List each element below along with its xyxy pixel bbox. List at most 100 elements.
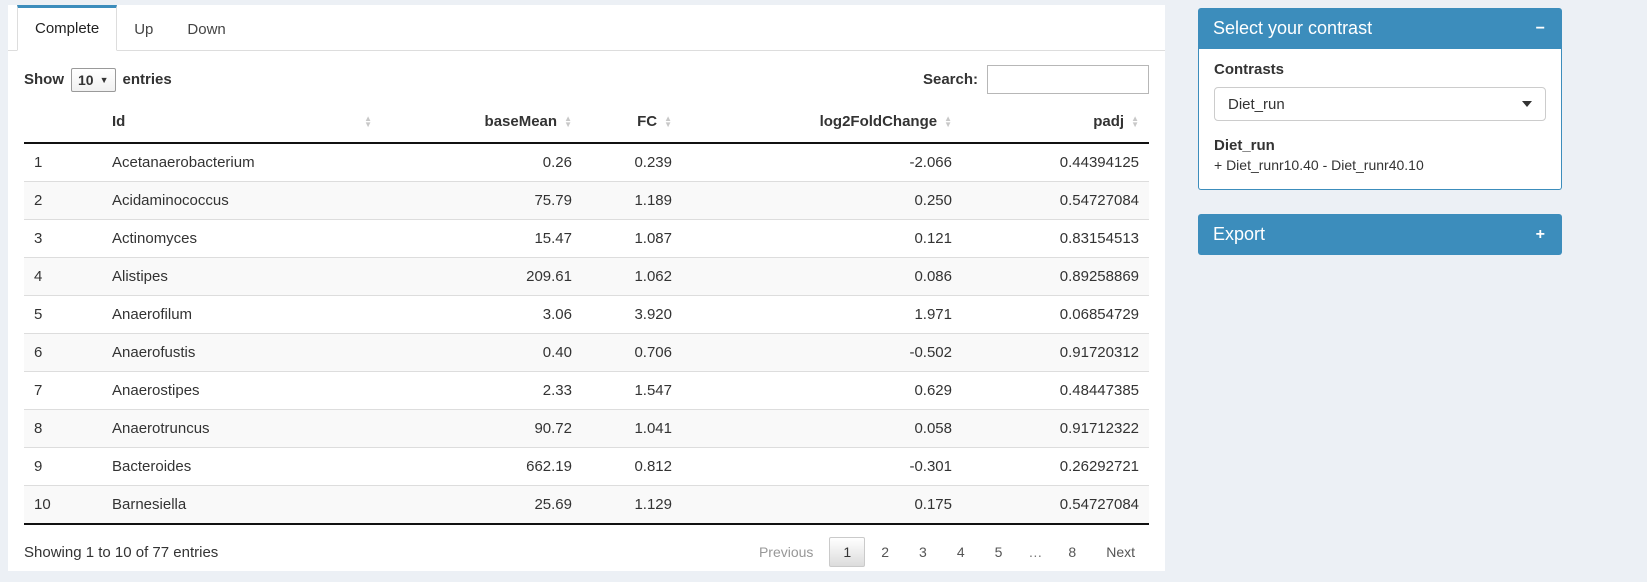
- previous-page-button[interactable]: Previous: [758, 544, 814, 560]
- basemean-cell: 25.69: [534, 496, 572, 513]
- basemean-cell: 0.26: [542, 154, 572, 171]
- tab-complete[interactable]: Complete: [17, 5, 118, 51]
- tab-bar: Complete Up Down: [8, 5, 1165, 51]
- length-label-after: entries: [122, 71, 172, 88]
- contrasts-label: Contrasts: [1214, 61, 1285, 78]
- sort-icon[interactable]: ▲ ▼: [564, 113, 572, 129]
- entries-length-value: 10: [78, 71, 94, 88]
- log2foldchange-cell: 0.175: [914, 496, 952, 513]
- column-header-label: FC: [637, 113, 658, 130]
- basemean-cell: 75.79: [534, 192, 572, 209]
- padj-cell: 0.44394125: [1059, 154, 1139, 171]
- id-cell: Acetanaerobacterium: [112, 154, 255, 171]
- log2foldchange-cell: 0.086: [914, 268, 952, 285]
- fc-cell: 1.087: [634, 230, 672, 247]
- row-index-cell: 3: [34, 230, 43, 247]
- fc-cell: 1.547: [634, 382, 672, 399]
- id-cell: Anaerotruncus: [112, 420, 210, 437]
- column-header-log2foldchange[interactable]: log2FoldChange ▲ ▼: [682, 107, 962, 144]
- fc-cell: 0.239: [634, 154, 672, 171]
- row-index-cell: 5: [34, 306, 43, 323]
- page-number-button[interactable]: 5: [994, 544, 1003, 560]
- log2foldchange-cell: 0.629: [914, 382, 952, 399]
- select-contrast-box-header[interactable]: Select your contrast −: [1198, 8, 1562, 49]
- column-header-padj[interactable]: padj ▲ ▼: [962, 107, 1149, 144]
- fc-cell: 1.062: [634, 268, 672, 285]
- contrast-formula: + Diet_runr10.40 - Diet_runr40.10: [1214, 157, 1424, 173]
- page-number-button[interactable]: 4: [956, 544, 965, 560]
- padj-cell: 0.54727084: [1059, 192, 1139, 209]
- expand-plus-icon[interactable]: +: [1535, 225, 1545, 243]
- basemean-cell: 3.06: [542, 306, 572, 323]
- sort-icon[interactable]: ▲ ▼: [364, 113, 372, 129]
- table-row[interactable]: 3 Actinomyces 15.47 1.087 0.121 0.831545…: [24, 220, 1149, 258]
- id-cell: Alistipes: [112, 268, 168, 285]
- table-row[interactable]: 9 Bacteroides 662.19 0.812 -0.301 0.2629…: [24, 448, 1149, 486]
- row-index-cell: 10: [34, 496, 51, 513]
- tab-up[interactable]: Up: [134, 21, 154, 38]
- page-number-button[interactable]: 1: [829, 537, 866, 567]
- sort-icon[interactable]: ▲ ▼: [1131, 113, 1139, 129]
- entries-length-select[interactable]: 10 ▼: [71, 67, 116, 92]
- datatable-controls: Show 10 ▼ entries Search:: [24, 65, 1149, 94]
- table-row[interactable]: 2 Acidaminococcus 75.79 1.189 0.250 0.54…: [24, 181, 1149, 220]
- log2foldchange-cell: 0.121: [914, 230, 952, 247]
- basemean-cell: 2.33: [542, 382, 572, 399]
- table-row[interactable]: 8 Anaerotruncus 90.72 1.041 0.058 0.9171…: [24, 409, 1149, 448]
- column-header-fc[interactable]: FC ▲ ▼: [582, 107, 682, 144]
- sort-icon[interactable]: ▲ ▼: [944, 113, 952, 129]
- table-row[interactable]: 10 Barnesiella 25.69 1.129 0.175 0.54727…: [24, 485, 1149, 524]
- contrast-select[interactable]: Diet_run: [1214, 87, 1546, 121]
- page-number-button[interactable]: 8: [1068, 544, 1077, 560]
- log2foldchange-cell: -0.301: [909, 458, 952, 475]
- padj-cell: 0.91720312: [1059, 344, 1139, 361]
- table-header: Id ▲ ▼ baseMean ▲ ▼ FC ▲ ▼: [24, 107, 1149, 144]
- tab-down[interactable]: Down: [187, 21, 226, 38]
- page-number-button[interactable]: 2: [881, 544, 890, 560]
- column-header-label: padj: [1093, 113, 1125, 130]
- fc-cell: 1.041: [634, 420, 672, 437]
- table-body: 1 Acetanaerobacterium 0.26 0.239 -2.066 …: [24, 143, 1149, 524]
- entries-length-control: Show 10 ▼ entries: [24, 67, 172, 92]
- row-index-cell: 6: [34, 344, 43, 361]
- fc-cell: 1.189: [634, 192, 672, 209]
- column-header-label: baseMean: [484, 113, 558, 130]
- table-row[interactable]: 4 Alistipes 209.61 1.062 0.086 0.8925886…: [24, 257, 1149, 296]
- sort-icon[interactable]: ▲ ▼: [664, 113, 672, 129]
- padj-cell: 0.06854729: [1059, 306, 1139, 323]
- basemean-cell: 662.19: [526, 458, 572, 475]
- page-number-button[interactable]: 3: [919, 544, 927, 560]
- padj-cell: 0.91712322: [1059, 420, 1139, 437]
- id-cell: Bacteroides: [112, 458, 192, 475]
- id-cell: Anaerofustis: [112, 344, 196, 361]
- column-header-basemean[interactable]: baseMean ▲ ▼: [382, 107, 582, 144]
- basemean-cell: 0.40: [542, 344, 572, 361]
- search-control: Search:: [923, 65, 1149, 94]
- row-index-cell: 2: [34, 192, 43, 209]
- collapse-minus-icon[interactable]: −: [1535, 19, 1545, 37]
- padj-cell: 0.83154513: [1059, 230, 1139, 247]
- column-header-label: log2FoldChange: [819, 113, 938, 130]
- log2foldchange-cell: -0.502: [909, 344, 952, 361]
- table-row[interactable]: 7 Anaerostipes 2.33 1.547 0.629 0.484473…: [24, 372, 1149, 410]
- column-header-id[interactable]: Id ▲ ▼: [102, 107, 382, 144]
- next-page-button[interactable]: Next: [1106, 544, 1135, 560]
- pagination: Previous 1 2 3 4 5 …: [743, 537, 1149, 567]
- table-row[interactable]: 1 Acetanaerobacterium 0.26 0.239 -2.066 …: [24, 143, 1149, 182]
- export-box-header[interactable]: Export +: [1198, 214, 1562, 255]
- fc-cell: 1.129: [634, 496, 672, 513]
- column-header-label: Id: [112, 113, 126, 130]
- contrast-select-value: Diet_run: [1228, 95, 1285, 113]
- row-index-cell: 8: [34, 420, 43, 437]
- chevron-down-icon: [1522, 101, 1532, 107]
- id-cell: Barnesiella: [112, 496, 187, 513]
- table-row[interactable]: 6 Anaerofustis 0.40 0.706 -0.502 0.91720…: [24, 333, 1149, 372]
- id-cell: Actinomyces: [112, 230, 198, 247]
- length-label-before: Show: [24, 71, 64, 88]
- table-row[interactable]: 5 Anaerofilum 3.06 3.920 1.971 0.0685472…: [24, 296, 1149, 334]
- id-cell: Anaerofilum: [112, 306, 193, 323]
- search-input[interactable]: [987, 65, 1149, 94]
- contrast-name: Diet_run: [1214, 137, 1275, 154]
- basemean-cell: 90.72: [534, 420, 572, 437]
- table-info: Showing 1 to 10 of 77 entries: [24, 543, 219, 561]
